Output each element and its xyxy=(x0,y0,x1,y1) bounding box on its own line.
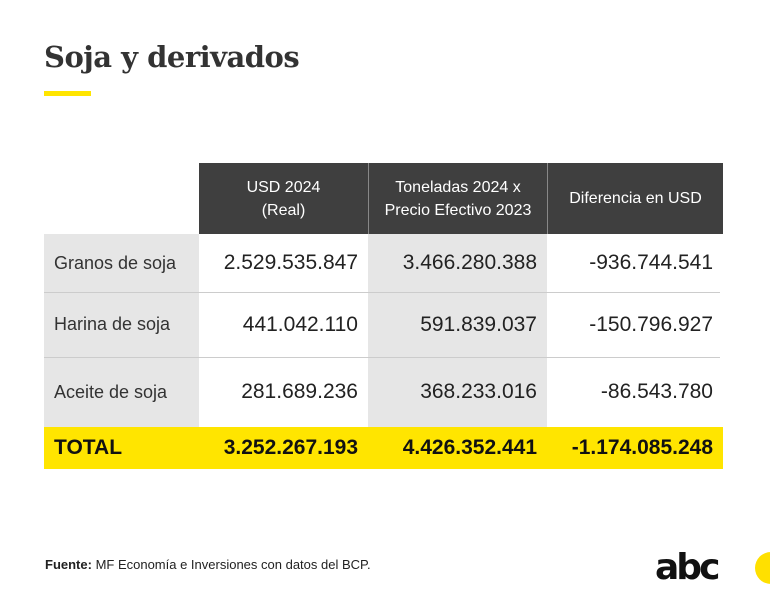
row-label: Granos de soja xyxy=(44,234,199,292)
row-label: Aceite de soja xyxy=(44,357,199,427)
column-header: USD 2024 (Real) xyxy=(199,163,368,234)
logo-dot xyxy=(755,552,770,584)
table-cell: 3.466.280.388 xyxy=(368,234,547,292)
table-cell: -936.744.541 xyxy=(547,234,723,292)
table-cell-text: -936.744.541 xyxy=(589,251,713,274)
table-cell-text: 3.466.280.388 xyxy=(402,251,537,274)
total-label: TOTAL xyxy=(44,427,199,469)
total-cell-text: 3.252.267.193 xyxy=(223,436,358,459)
table-cell-text: 281.689.236 xyxy=(241,380,358,403)
total-label-text: TOTAL xyxy=(54,436,123,459)
page-title: Soja y derivados xyxy=(44,40,300,74)
table-cell-text: -150.796.927 xyxy=(589,312,713,336)
source-text: MF Economía e Inversiones con datos del … xyxy=(91,557,371,572)
table-cell: 281.689.236 xyxy=(199,357,368,427)
table-cell: 368.233.016 xyxy=(368,357,547,427)
column-header: Diferencia en USD xyxy=(547,163,723,234)
row-label: Harina de soja xyxy=(44,292,199,357)
column-header-text: USD 2024 (Real) xyxy=(246,178,321,219)
total-cell: -1.174.085.248 xyxy=(547,427,723,469)
table-cell: -150.796.927 xyxy=(547,292,723,357)
total-cell-text: 4.426.352.441 xyxy=(402,436,537,459)
table-cell: -86.543.780 xyxy=(547,357,723,427)
source-note: Fuente: MF Economía e Inversiones con da… xyxy=(45,557,371,572)
table-cell: 441.042.110 xyxy=(199,292,368,357)
table-cell-text: 591.839.037 xyxy=(420,312,537,336)
total-cell: 4.426.352.441 xyxy=(368,427,547,469)
total-cell-text: -1.174.085.248 xyxy=(571,436,713,459)
column-header-text: Diferencia en USD xyxy=(569,190,702,207)
source-label: Fuente: xyxy=(45,557,92,572)
table-cell-text: 2.529.535.847 xyxy=(223,251,358,274)
row-label-text: Aceite de soja xyxy=(54,381,168,402)
row-label-text: Harina de soja xyxy=(54,314,171,334)
table-cell: 2.529.535.847 xyxy=(199,234,368,292)
table-cell-text: -86.543.780 xyxy=(600,380,713,403)
table-cell: 591.839.037 xyxy=(368,292,547,357)
row-divider xyxy=(44,292,720,293)
table-cell-text: 441.042.110 xyxy=(242,312,358,336)
column-header-text: Toneladas 2024 x Precio Efectivo 2023 xyxy=(384,178,532,219)
total-cell: 3.252.267.193 xyxy=(199,427,368,469)
row-label-text: Granos de soja xyxy=(54,252,177,273)
column-header: Toneladas 2024 x Precio Efectivo 2023 xyxy=(368,163,547,234)
table-cell-text: 368.233.016 xyxy=(420,380,537,403)
title-underline xyxy=(44,91,91,96)
row-divider xyxy=(44,357,720,358)
abc-logo: abc xyxy=(655,547,720,588)
